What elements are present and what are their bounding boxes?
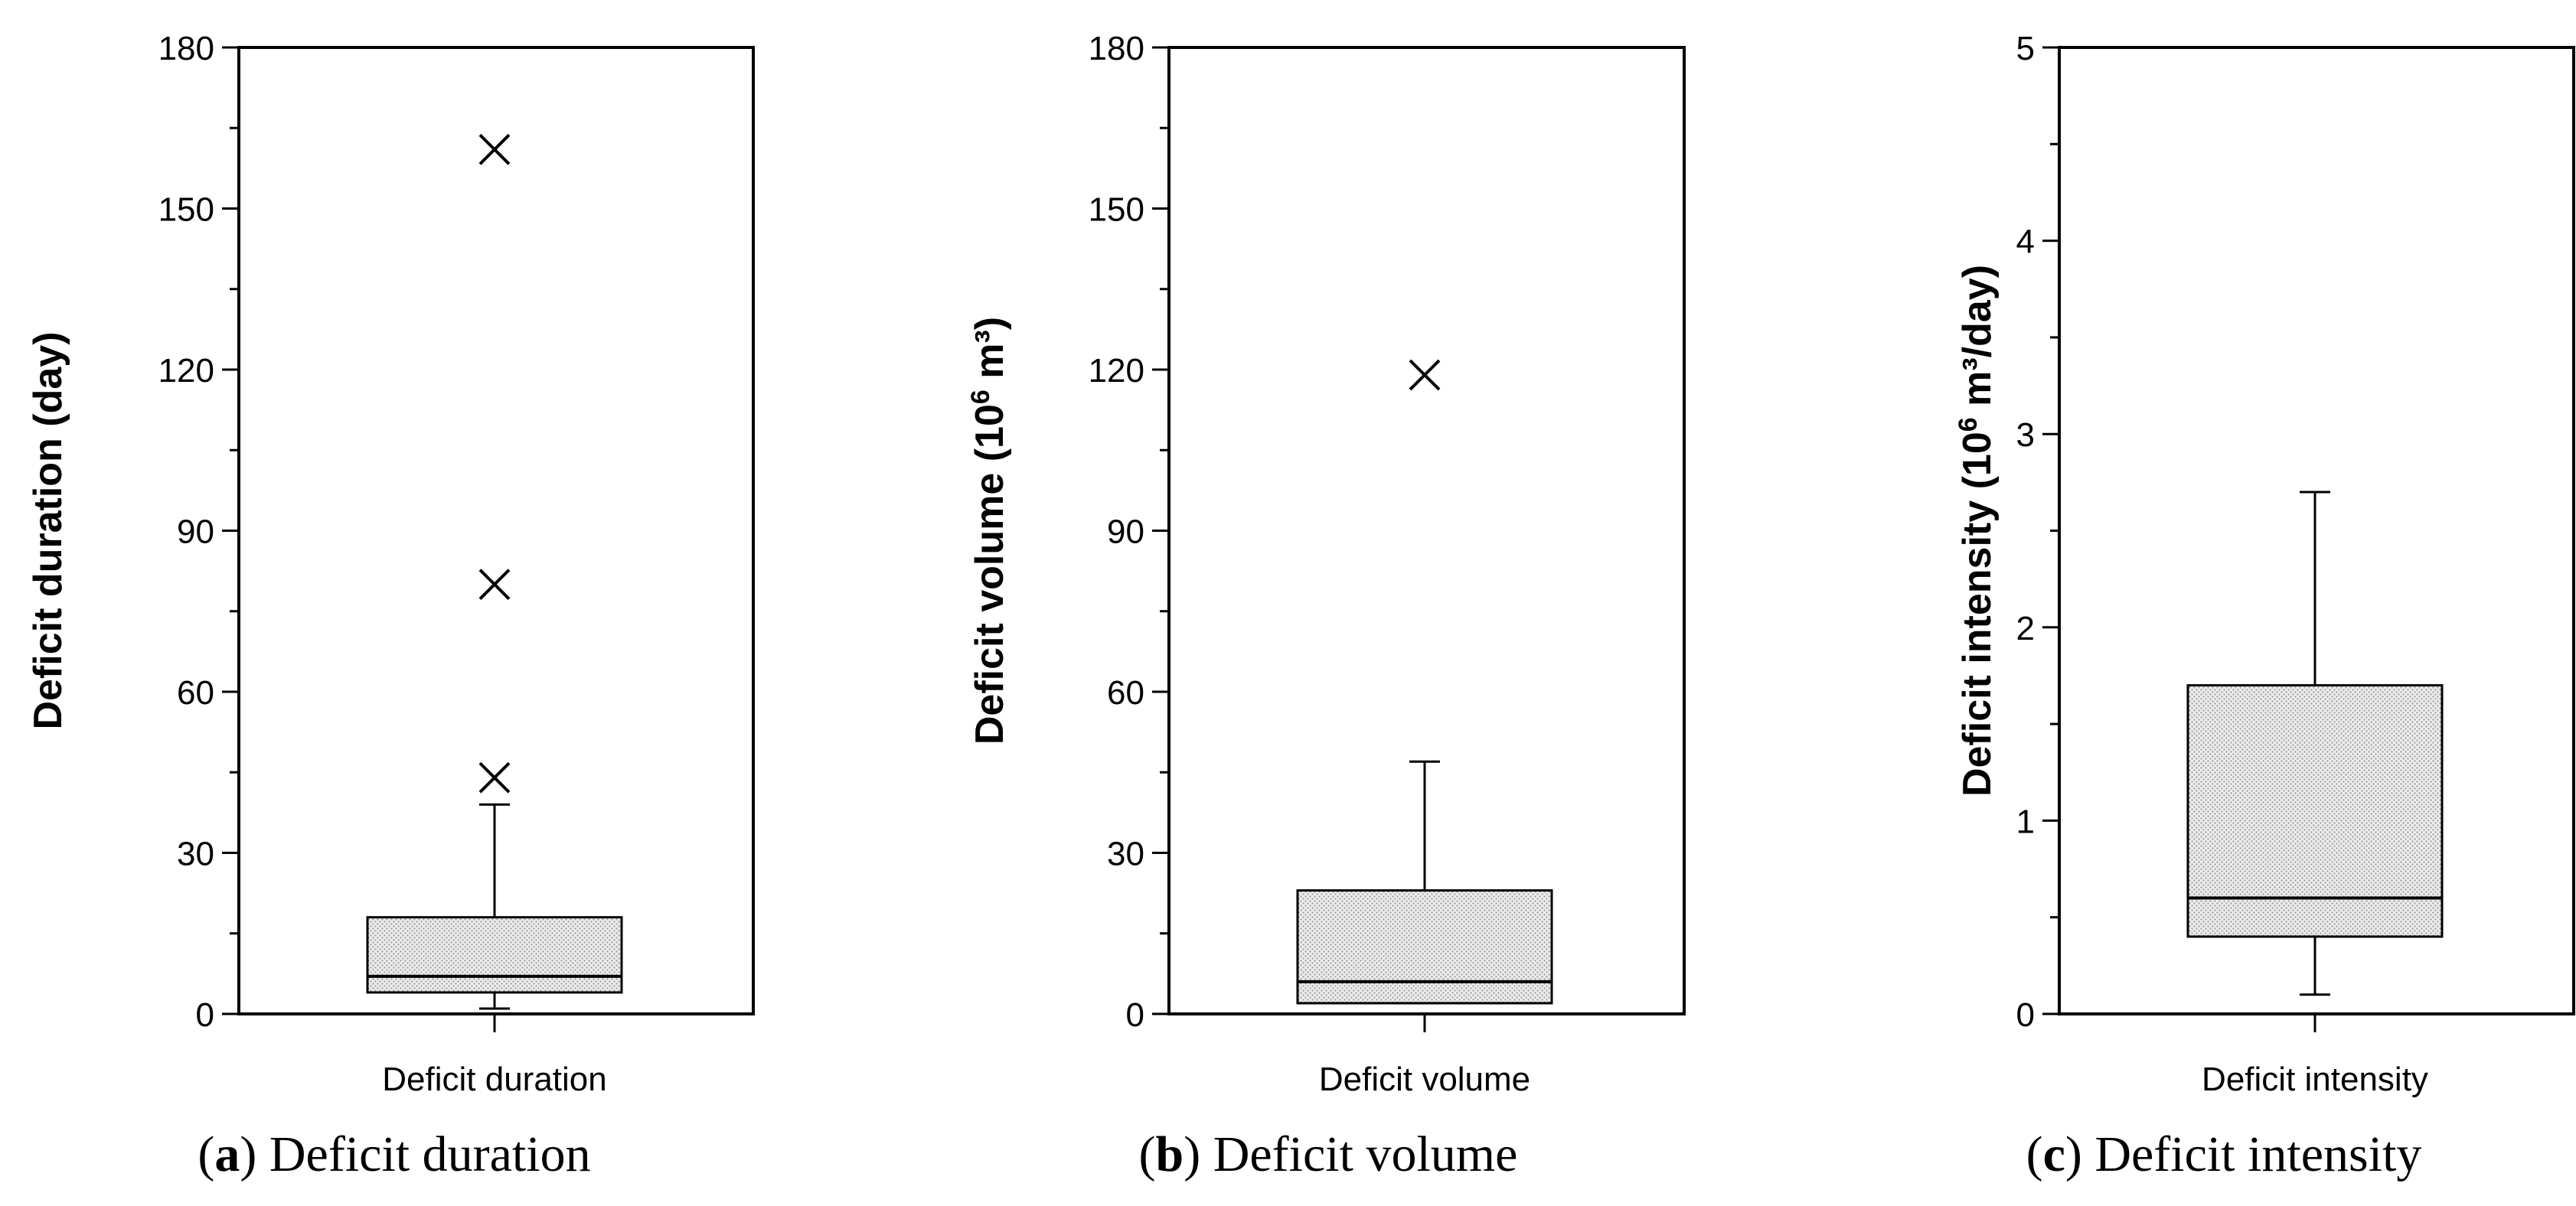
- box-iqr: [1296, 889, 1553, 1005]
- y-tick-label: 60: [177, 674, 214, 712]
- y-tick-label: 0: [196, 996, 214, 1034]
- y-axis-title-main: Deficit intensity (10: [1955, 432, 2000, 797]
- box-iqr: [2186, 684, 2444, 938]
- y-tick-label: 60: [1107, 674, 1144, 712]
- plot-frame: [1167, 46, 1686, 1015]
- caption-open-paren: (: [1139, 1126, 1156, 1182]
- caption-letter: c: [2043, 1126, 2065, 1182]
- x-category-label: Deficit intensity: [2202, 1061, 2428, 1098]
- outlier-marker: [478, 569, 511, 601]
- y-tick-label: 180: [1089, 30, 1144, 67]
- outlier-marker: [478, 133, 511, 165]
- y-tick-label: 30: [1107, 836, 1144, 873]
- outlier-stroke: [478, 761, 511, 794]
- panel-caption: (b) Deficit volume: [1139, 1126, 1518, 1182]
- plot-frame: [237, 46, 755, 1015]
- y-axis-title: Deficit intensity (106 m³/day): [1954, 265, 2000, 797]
- y-tick-label: 30: [177, 836, 214, 873]
- y-tick-label: 150: [1089, 191, 1144, 229]
- panel-a: 0 30 60 90 120 150 180 Deficit duration Deficit …: [26, 30, 755, 1182]
- panel-c: 0 1 2 3 4 5 Deficit intensity Deficit intensity…: [1954, 30, 2575, 1182]
- y-axis-title-main: Deficit duration (day): [26, 331, 70, 729]
- caption-text: ) Deficit volume: [1184, 1126, 1517, 1182]
- y-tick-label: 120: [158, 352, 214, 390]
- caption-letter: a: [214, 1126, 240, 1182]
- caption-letter: b: [1156, 1126, 1184, 1182]
- y-tick-label: 2: [2016, 610, 2035, 647]
- y-axis-title-sup: 6: [966, 390, 995, 404]
- box-iqr: [366, 916, 623, 994]
- panel-b: 0 30 60 90 120 150 180 Deficit volume Deficit vo…: [966, 30, 1686, 1182]
- caption-text: ) Deficit duration: [240, 1126, 590, 1182]
- y-axis-title: Deficit duration (day): [26, 331, 70, 729]
- y-axis-title-sup: 6: [1954, 417, 1983, 432]
- y-tick-label: 5: [2016, 30, 2035, 67]
- y-tick-label: 90: [177, 513, 214, 551]
- caption-text: ) Deficit intensity: [2065, 1126, 2422, 1182]
- y-tick-label: 4: [2016, 223, 2035, 261]
- outlier-stroke: [478, 133, 511, 165]
- y-axis-title-tail: m³): [968, 317, 1012, 390]
- y-axis-title-main: Deficit volume (10: [968, 404, 1012, 745]
- y-axis-title: Deficit volume (106 m³): [966, 317, 1012, 745]
- x-category-label: Deficit volume: [1319, 1061, 1530, 1098]
- y-axis-title-tail: m³/day): [1955, 265, 2000, 417]
- y-tick-label: 120: [1089, 352, 1144, 390]
- y-tick-label: 1: [2016, 803, 2035, 840]
- caption-open-paren: (: [2026, 1126, 2043, 1182]
- outlier-stroke: [478, 569, 511, 601]
- x-category-label: Deficit duration: [382, 1061, 606, 1098]
- y-tick-label: 0: [2016, 996, 2035, 1034]
- panel-caption: (c) Deficit intensity: [2026, 1126, 2422, 1182]
- y-tick-label: 3: [2016, 416, 2035, 454]
- y-tick-label: 150: [158, 191, 214, 229]
- y-tick-label: 90: [1107, 513, 1144, 551]
- outlier-stroke: [1409, 359, 1441, 391]
- outlier-marker: [1409, 359, 1441, 391]
- y-tick-label: 0: [1126, 996, 1144, 1034]
- y-tick-label: 180: [158, 30, 214, 67]
- caption-open-paren: (: [198, 1126, 214, 1182]
- outlier-marker: [478, 761, 511, 794]
- panel-caption: (a) Deficit duration: [198, 1126, 590, 1182]
